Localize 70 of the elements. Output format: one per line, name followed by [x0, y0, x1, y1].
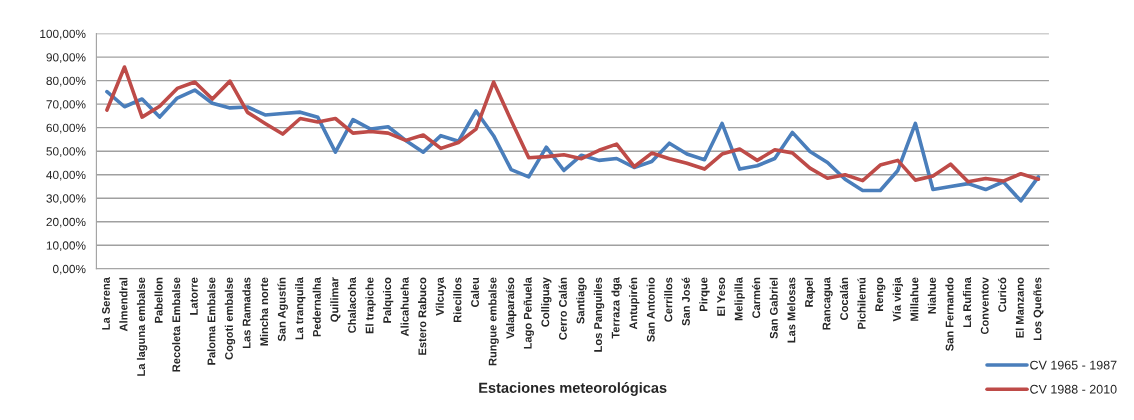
x-tick-label: El Manzano	[1015, 277, 1024, 338]
x-tick-label: Cerrillos	[664, 277, 673, 322]
x-tick-label: Colliguay	[541, 277, 552, 327]
legend-label: CV 1988 - 2010	[1030, 384, 1117, 394]
y-tick-label: 20,00%	[46, 217, 86, 228]
x-tick-label: Conventov	[980, 277, 989, 335]
x-tick-label: Estero Rabuco	[418, 277, 427, 355]
x-tick-label: Melipilla	[734, 277, 745, 321]
x-tick-label: Almendral	[119, 277, 128, 332]
y-tick-label: 80,00%	[46, 76, 86, 87]
x-tick-label: Millahue	[910, 277, 919, 321]
x-tick-label: Las Ramadas	[242, 277, 251, 349]
x-tick-label: Los Queñes	[1033, 277, 1044, 340]
x-tick-label: Rungue embalse	[488, 277, 499, 366]
x-tick-label: Vilcuya	[435, 277, 447, 316]
x-tick-label: Pedernalha	[312, 277, 321, 337]
y-tick-label: 40,00%	[46, 170, 86, 181]
x-tick-label: Santiago	[576, 277, 587, 324]
x-tick-label: Cerro Calán	[558, 277, 567, 340]
x-tick-label: El trapiche	[365, 277, 376, 334]
x-tick-label: Curicó	[997, 277, 1007, 312]
x-tick-label: La Rufina	[962, 277, 972, 327]
x-tick-label: Cogoti embalse	[224, 277, 236, 360]
x-tick-label: Terraza dga	[611, 277, 622, 339]
y-tick-label: 10,00%	[46, 241, 86, 252]
x-tick-label: Valaparaíso	[505, 277, 517, 339]
x-axis-title: Estaciones meteorológicas	[479, 382, 667, 396]
y-tick-label: 90,00%	[46, 53, 86, 63]
x-tick-label: El Yeso	[716, 277, 726, 316]
x-tick-label: Pirque	[699, 277, 710, 311]
x-tick-label: Antupirén	[628, 277, 640, 330]
x-tick-label: Quilimar	[330, 277, 341, 322]
x-tick-label: Rengo	[875, 277, 886, 311]
y-tick-label: 30,00%	[46, 194, 86, 205]
y-tick-label: 50,00%	[46, 147, 86, 157]
line-series	[105, 65, 1041, 184]
x-tick-label: San José	[681, 277, 690, 326]
x-tick-label: Paloma Embalse	[207, 277, 216, 365]
x-tick-label: Palquico	[382, 277, 394, 323]
y-tick-label: 0,00%	[52, 264, 86, 275]
x-tick-label: Vía vieja	[892, 277, 904, 322]
line-series	[105, 88, 1041, 203]
x-tick-label: San Fernando	[945, 277, 954, 351]
y-tick-label: 100,00%	[40, 29, 86, 40]
x-tick-label: Recoleta Embalse	[172, 277, 181, 372]
x-tick-label: San Gabriel	[769, 277, 778, 339]
x-tick-label: Pichilemú	[857, 277, 866, 329]
x-tick-label: Cocalán	[839, 277, 849, 320]
x-tick-label: Riecillos	[453, 277, 462, 323]
x-tick-label: San Agustín	[277, 277, 288, 342]
x-tick-label: San Antonio	[646, 277, 655, 342]
x-tick-label: Pabellon	[154, 277, 163, 323]
x-tick-label: Rancagua	[822, 277, 833, 330]
x-tick-label: La tranquila	[295, 277, 306, 340]
x-tick-label: Niahue	[927, 277, 936, 314]
x-tick-label: Alicahueha	[400, 277, 409, 337]
legend-label: CV 1965 - 1987	[1030, 360, 1117, 370]
x-tick-label: La Serena	[102, 277, 110, 330]
x-tick-label: Las Melosas	[787, 277, 796, 343]
y-tick-label: 60,00%	[46, 123, 86, 134]
x-tick-label: Mincha norte	[259, 277, 269, 346]
x-tick-label: Carmén	[751, 277, 761, 319]
x-tick-label: Latorre	[190, 277, 198, 315]
x-tick-label: La laguna embalse	[136, 277, 148, 376]
y-tick-label: 70,00%	[46, 100, 86, 110]
x-tick-label: Caleu	[470, 277, 479, 307]
x-tick-label: Los Panguiles	[593, 277, 605, 352]
x-tick-label: Rapel	[804, 277, 816, 307]
x-tick-label: Chalacoha	[347, 277, 356, 333]
x-tick-label: Lago Peñuela	[523, 277, 534, 349]
